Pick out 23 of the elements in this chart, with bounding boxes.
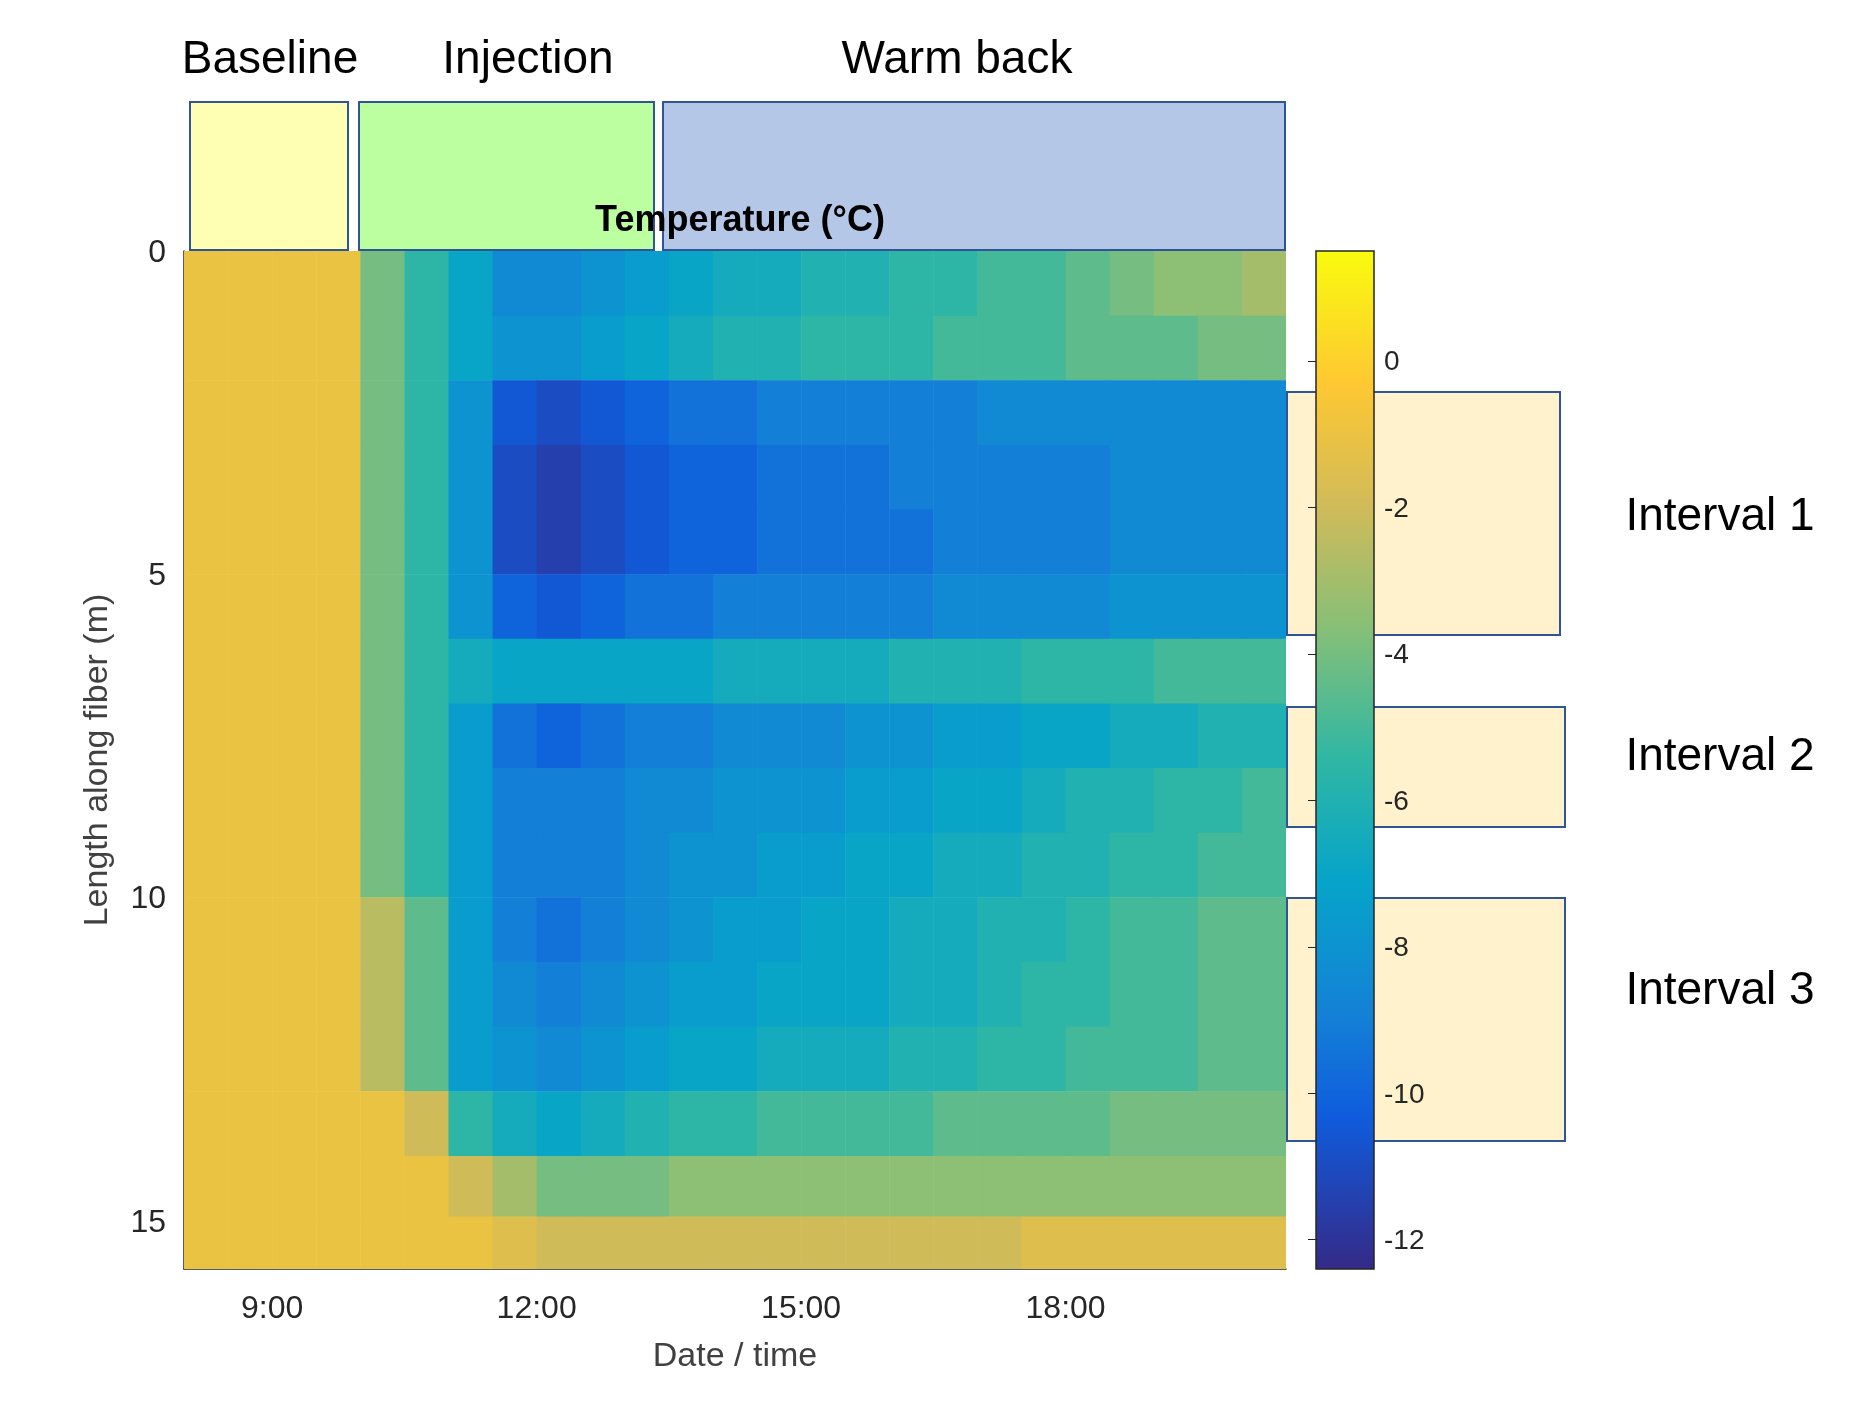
x-tick-label: 9:00: [241, 1289, 304, 1325]
text: Interval 1: [1625, 488, 1815, 540]
y-tick-label: 5: [148, 556, 166, 593]
color-bar-label: -12: [1384, 1224, 1425, 1256]
color-bar-label: -6: [1384, 784, 1409, 816]
x-tick-label: 15:00: [761, 1289, 842, 1325]
x-tick-label: 12:00: [496, 1289, 577, 1325]
color-bar-label: -2: [1384, 491, 1409, 523]
text: Injection: [442, 31, 614, 83]
text: Baseline: [181, 31, 359, 83]
y-tick-label: 15: [130, 1202, 166, 1239]
x-axis-title: Date / time: [652, 1335, 818, 1373]
y-tick-label: 0: [148, 233, 166, 269]
y-tick-label: 10: [130, 879, 166, 916]
color-bar-label: 0: [1384, 345, 1400, 377]
text: Warm back: [841, 31, 1073, 83]
x-tick-label: 18:00: [1025, 1289, 1106, 1325]
color-bar-label: -8: [1384, 931, 1409, 963]
color-bar-label: -10: [1384, 1077, 1425, 1109]
color-bar-label: -4: [1384, 638, 1409, 670]
text: Interval 3: [1625, 962, 1815, 1014]
text: Interval 2: [1625, 728, 1815, 780]
y-axis-title: Length along fiber (m): [76, 593, 114, 927]
